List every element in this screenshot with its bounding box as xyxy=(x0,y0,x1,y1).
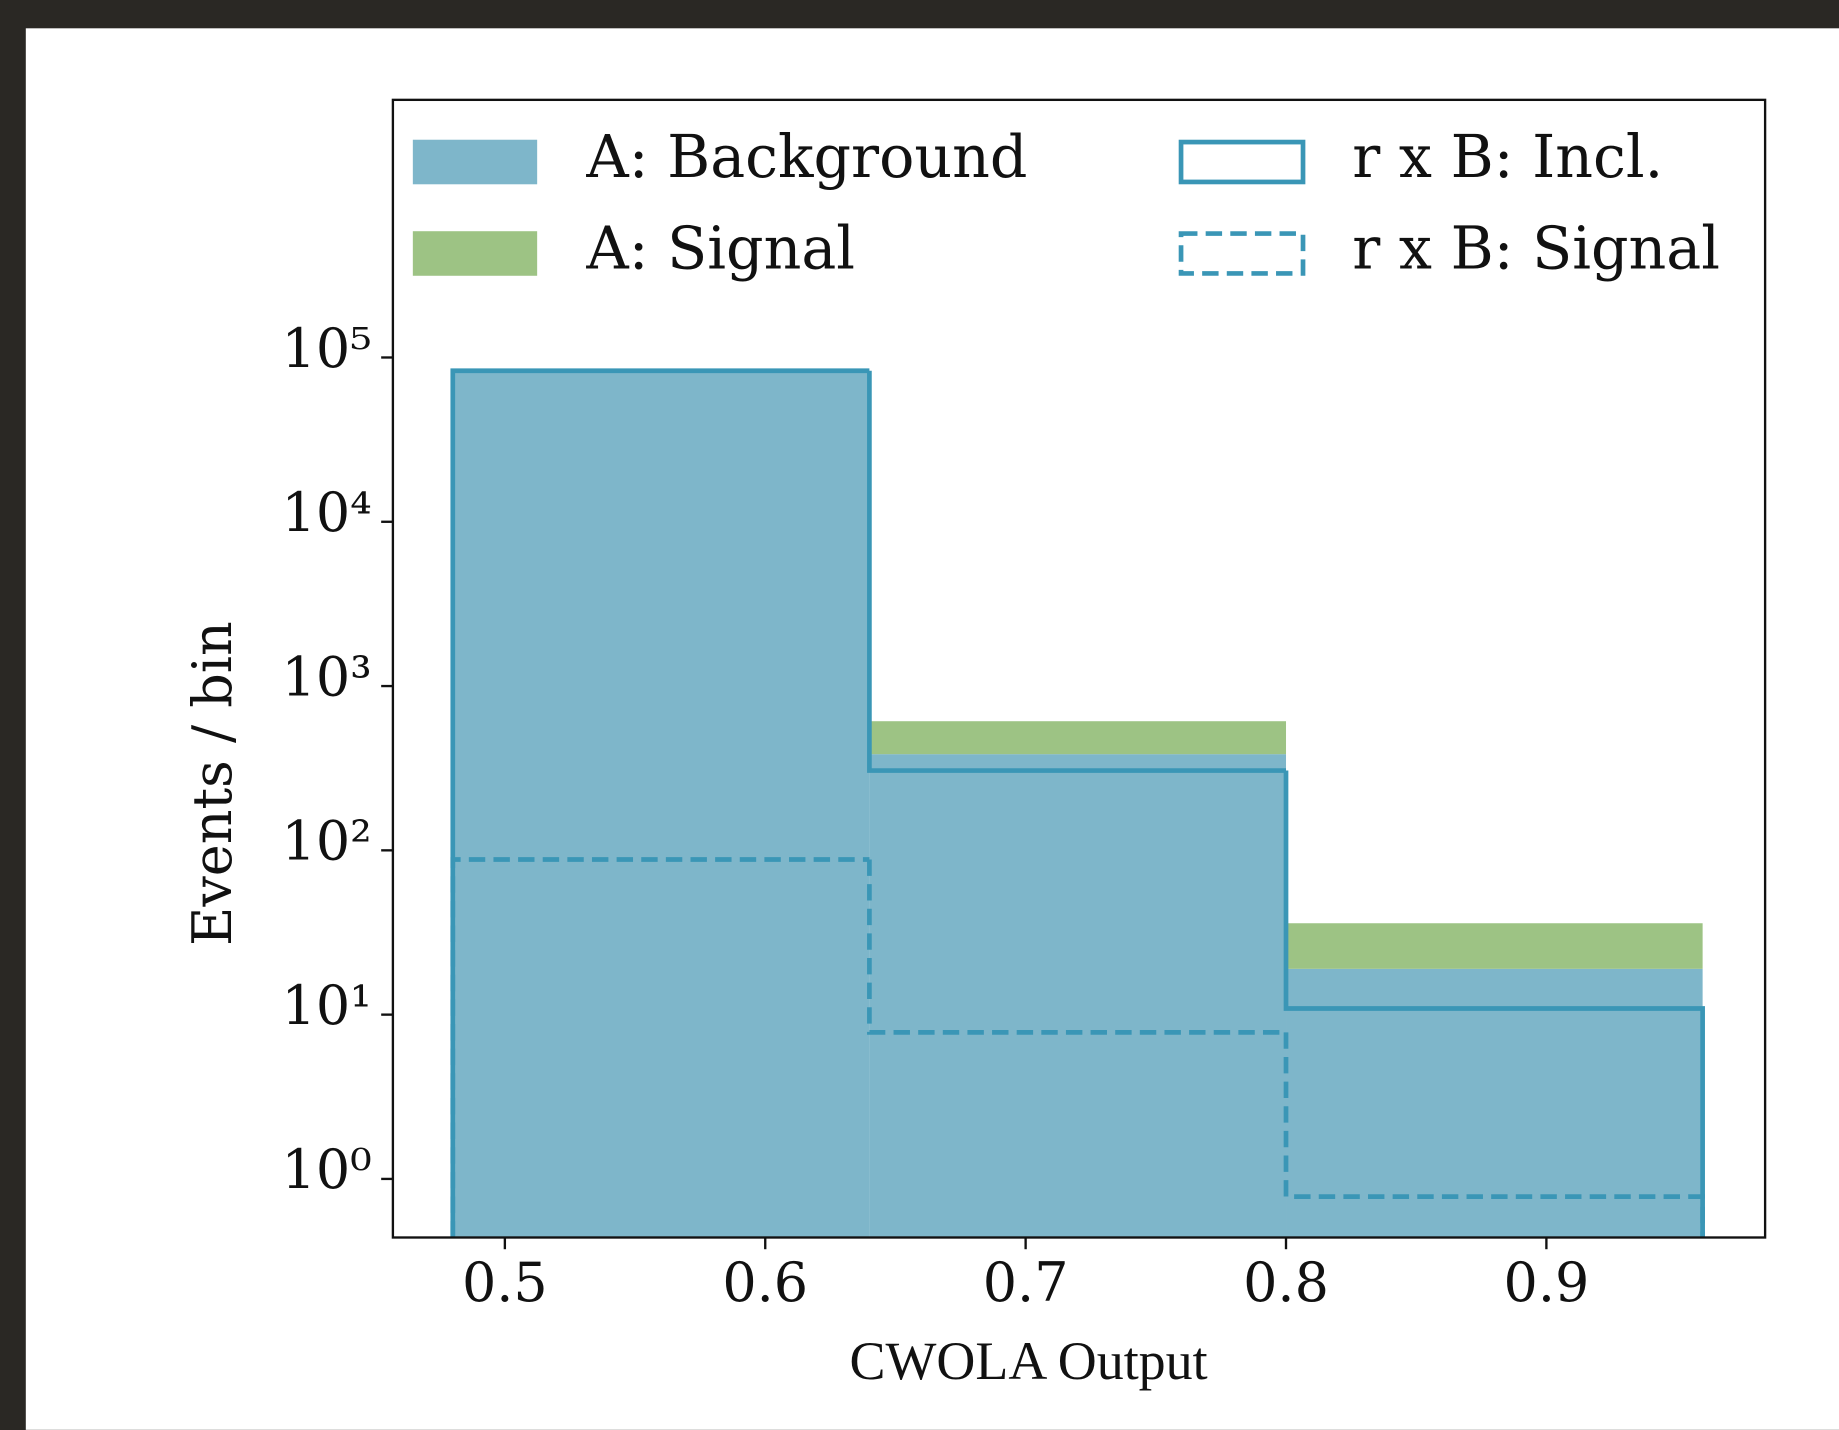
page: {"chart_data": { "type": "histogram", "x… xyxy=(0,0,1839,1430)
histogram-bar xyxy=(453,371,870,1238)
y-axis-label: Events / bin xyxy=(181,621,244,946)
y-tick-label: 10⁵ xyxy=(282,317,372,380)
legend-label: r x B: Incl. xyxy=(1352,123,1663,191)
y-tick-label: 10⁴ xyxy=(282,481,372,544)
legend-label: A: Background xyxy=(585,123,1027,191)
y-tick-label: 10² xyxy=(282,810,372,873)
x-tick-label: 0.5 xyxy=(462,1251,548,1314)
legend-label: A: Signal xyxy=(585,215,855,283)
x-tick-label: 0.8 xyxy=(1243,1251,1329,1314)
legend-label: r x B: Signal xyxy=(1352,215,1720,283)
x-tick-label: 0.9 xyxy=(1504,1251,1590,1314)
x-tick-label: 0.6 xyxy=(722,1251,808,1314)
y-tick-label: 10³ xyxy=(282,645,372,708)
x-axis-label: CWOLA Output xyxy=(850,1331,1208,1391)
legend-swatch xyxy=(413,231,537,276)
histogram-bar xyxy=(869,721,1286,754)
legend-swatch xyxy=(413,140,537,185)
x-tick-label: 0.7 xyxy=(983,1251,1069,1314)
histogram-bar xyxy=(1286,923,1703,969)
histogram-bar xyxy=(869,754,1286,1237)
chart: 0.5 0.6 0.7 0.8 0.9 10⁰ 10¹ 10² 10³ 10⁴ 10⁵ A: Back… xyxy=(0,0,1839,1430)
y-tick-label: 10⁰ xyxy=(282,1138,372,1201)
y-tick-label: 10¹ xyxy=(282,974,372,1037)
